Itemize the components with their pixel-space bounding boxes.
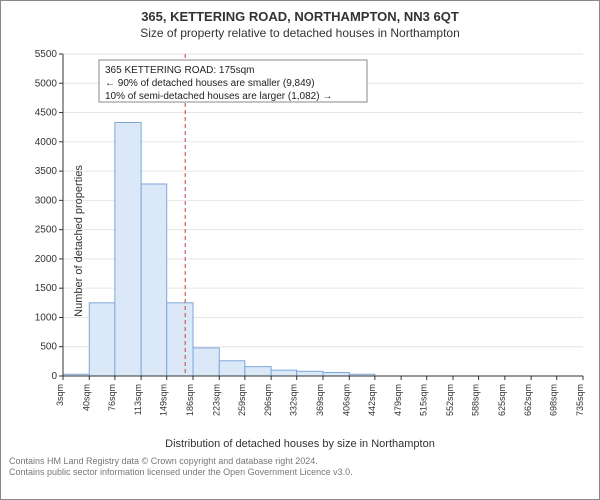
svg-text:296sqm: 296sqm <box>263 384 273 416</box>
svg-text:4500: 4500 <box>35 108 58 119</box>
chart-container: 365, KETTERING ROAD, NORTHAMPTON, NN3 6Q… <box>0 0 600 500</box>
svg-text:76sqm: 76sqm <box>107 384 117 411</box>
histogram-bar <box>245 367 271 376</box>
y-axis-label: Number of detached properties <box>73 165 85 317</box>
svg-text:4000: 4000 <box>35 137 58 148</box>
histogram-bar <box>193 348 219 376</box>
svg-text:3sqm: 3sqm <box>55 384 65 406</box>
footer: Contains HM Land Registry data © Crown c… <box>9 456 591 478</box>
svg-text:406sqm: 406sqm <box>341 384 351 416</box>
svg-text:223sqm: 223sqm <box>211 384 221 416</box>
histogram-bar <box>141 184 167 376</box>
svg-text:625sqm: 625sqm <box>497 384 507 416</box>
histogram-bar <box>297 371 323 376</box>
svg-text:40sqm: 40sqm <box>81 384 91 411</box>
svg-text:259sqm: 259sqm <box>237 384 247 416</box>
svg-text:0: 0 <box>51 371 57 382</box>
histogram-svg: 0 500 1000 1500 2000 2500 3000 3500 4000 4500 5000… <box>9 46 591 436</box>
chart-title: 365, KETTERING ROAD, NORTHAMPTON, NN3 6Q… <box>9 9 591 24</box>
svg-text:149sqm: 149sqm <box>159 384 169 416</box>
svg-text:3000: 3000 <box>35 195 58 206</box>
annotation-line: 10% of semi-detached houses are larger (… <box>105 91 332 102</box>
histogram-bar <box>323 372 349 376</box>
svg-text:1000: 1000 <box>35 312 58 323</box>
annotation-line: ← 90% of detached houses are smaller (9,… <box>105 78 315 89</box>
svg-text:3500: 3500 <box>35 166 58 177</box>
annotation-line: 365 KETTERING ROAD: 175sqm <box>105 65 255 76</box>
svg-text:113sqm: 113sqm <box>133 384 143 415</box>
footer-line-2: Contains public sector information licen… <box>9 467 591 478</box>
histogram-bar <box>115 122 141 376</box>
histogram-bar <box>89 303 115 376</box>
svg-text:5000: 5000 <box>35 78 58 89</box>
svg-text:479sqm: 479sqm <box>393 384 403 416</box>
histogram-bar <box>167 303 193 376</box>
svg-text:515sqm: 515sqm <box>419 384 429 416</box>
histogram-bar <box>271 370 297 376</box>
svg-text:552sqm: 552sqm <box>445 384 455 416</box>
svg-text:2000: 2000 <box>35 254 58 265</box>
svg-text:442sqm: 442sqm <box>367 384 377 416</box>
svg-text:5500: 5500 <box>35 49 58 60</box>
x-axis-label: Distribution of detached houses by size … <box>9 438 591 450</box>
svg-text:662sqm: 662sqm <box>523 384 533 416</box>
chart-subtitle: Size of property relative to detached ho… <box>9 26 591 40</box>
svg-text:500: 500 <box>40 342 57 353</box>
svg-text:1500: 1500 <box>35 283 58 294</box>
svg-text:369sqm: 369sqm <box>315 384 325 416</box>
svg-text:186sqm: 186sqm <box>185 384 195 416</box>
chart-area: Number of detached properties 0 500 1000 15… <box>9 46 591 436</box>
svg-text:698sqm: 698sqm <box>549 384 559 416</box>
svg-text:332sqm: 332sqm <box>289 384 299 416</box>
histogram-bar <box>219 361 245 376</box>
svg-text:588sqm: 588sqm <box>471 384 481 416</box>
svg-text:735sqm: 735sqm <box>575 384 585 416</box>
footer-line-1: Contains HM Land Registry data © Crown c… <box>9 456 591 467</box>
svg-text:2500: 2500 <box>35 225 58 236</box>
